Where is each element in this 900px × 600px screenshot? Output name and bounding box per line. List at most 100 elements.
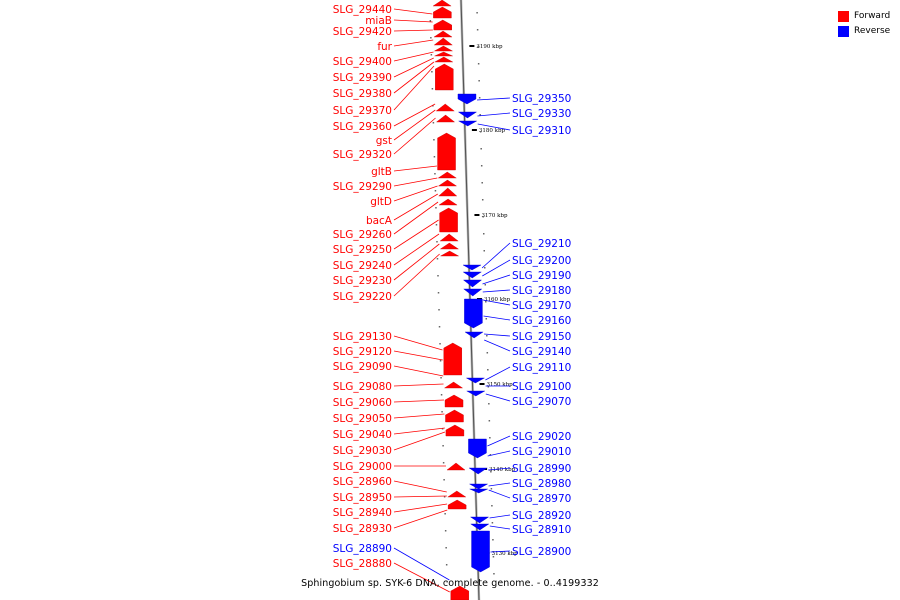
reverse-gene-label[interactable]: SLG_28920: [512, 510, 571, 522]
forward-gene-block[interactable]: [434, 51, 453, 57]
reverse-gene-block[interactable]: [462, 271, 482, 279]
forward-gene-label[interactable]: SLG_28940: [333, 507, 392, 519]
forward-gene-label[interactable]: SLG_29360: [333, 121, 392, 133]
forward-gene-label[interactable]: SLG_29370: [333, 105, 392, 117]
forward-gene-label[interactable]: SLG_29230: [333, 275, 392, 287]
reverse-gene-block[interactable]: [457, 120, 478, 127]
reverse-gene-label[interactable]: SLG_29100: [512, 381, 571, 393]
reverse-gene-block[interactable]: [464, 331, 484, 339]
forward-gene-label[interactable]: SLG_28960: [333, 476, 392, 488]
forward-gene-label[interactable]: SLG_29120: [333, 346, 392, 358]
reverse-gene-label[interactable]: SLG_29190: [512, 270, 571, 282]
forward-gene-label[interactable]: SLG_29440: [333, 4, 392, 16]
forward-gene-block[interactable]: [437, 132, 456, 171]
reverse-gene-label[interactable]: SLG_28980: [512, 478, 571, 490]
forward-gene-label[interactable]: SLG_29420: [333, 26, 392, 38]
forward-gene-label[interactable]: fur: [377, 41, 392, 53]
forward-gene-label[interactable]: bacA: [366, 215, 393, 227]
reverse-gene-label[interactable]: SLG_28970: [512, 493, 571, 505]
forward-gene-label[interactable]: gltD: [370, 196, 392, 208]
reverse-gene-label[interactable]: SLG_29010: [512, 446, 571, 458]
forward-gene-block[interactable]: [432, 0, 452, 7]
forward-gene-block[interactable]: [433, 6, 452, 19]
forward-gene-label[interactable]: SLG_29030: [333, 445, 392, 457]
reverse-gene-label[interactable]: SLG_28990: [512, 463, 571, 475]
forward-gene-block[interactable]: [450, 585, 469, 600]
reverse-gene-label[interactable]: SLG_29180: [512, 285, 571, 297]
forward-gene-block[interactable]: [435, 114, 456, 123]
forward-gene-label[interactable]: gst: [376, 135, 392, 147]
forward-gene-block[interactable]: [437, 179, 458, 187]
reverse-gene-block[interactable]: [466, 390, 486, 397]
forward-gene-label[interactable]: SLG_29240: [333, 260, 392, 272]
forward-gene-block[interactable]: [438, 187, 458, 197]
forward-gene-label[interactable]: SLG_29380: [333, 88, 392, 100]
reverse-gene-label[interactable]: SLG_28890: [333, 543, 392, 555]
reverse-gene-block[interactable]: [469, 488, 488, 494]
reverse-gene-label[interactable]: SLG_29110: [512, 362, 571, 374]
forward-gene-label[interactable]: SLG_29080: [333, 381, 392, 393]
reverse-gene-block[interactable]: [465, 377, 486, 384]
forward-gene-label[interactable]: SLG_29320: [333, 149, 392, 161]
forward-gene-block[interactable]: [445, 424, 465, 437]
forward-gene-block[interactable]: [433, 37, 453, 46]
forward-gene-label[interactable]: SLG_28880: [333, 558, 392, 570]
reverse-gene-block[interactable]: [462, 279, 483, 288]
reverse-gene-label[interactable]: SLG_29150: [512, 331, 571, 343]
reverse-gene-block[interactable]: [462, 264, 482, 271]
reverse-gene-block[interactable]: [457, 93, 477, 105]
forward-gene-block[interactable]: [437, 171, 457, 179]
forward-gene-label[interactable]: SLG_29290: [333, 181, 392, 193]
forward-gene-block[interactable]: [444, 394, 464, 408]
forward-gene-block[interactable]: [439, 250, 460, 257]
reverse-gene-label[interactable]: SLG_29210: [512, 238, 571, 250]
forward-gene-label[interactable]: SLG_29090: [333, 361, 392, 373]
reverse-gene-block[interactable]: [457, 111, 478, 119]
reverse-gene-block[interactable]: [464, 298, 483, 329]
forward-gene-label[interactable]: SLG_28950: [333, 492, 392, 504]
reverse-gene-label[interactable]: SLG_29160: [512, 315, 571, 327]
forward-gene-block[interactable]: [434, 56, 454, 63]
forward-gene-block[interactable]: [446, 462, 466, 471]
reverse-gene-label[interactable]: SLG_29140: [512, 346, 571, 358]
forward-gene-block[interactable]: [433, 30, 453, 38]
forward-gene-block[interactable]: [443, 381, 464, 389]
forward-gene-block[interactable]: [435, 103, 455, 112]
forward-gene-label[interactable]: SLG_29260: [333, 229, 392, 241]
forward-gene-block[interactable]: [438, 198, 458, 206]
forward-gene-block[interactable]: [439, 242, 460, 250]
reverse-gene-block[interactable]: [468, 438, 487, 459]
forward-gene-block[interactable]: [447, 490, 467, 498]
reverse-gene-label[interactable]: SLG_28900: [512, 546, 571, 558]
reverse-gene-block[interactable]: [468, 483, 489, 490]
forward-gene-label[interactable]: SLG_28930: [333, 523, 392, 535]
forward-gene-label[interactable]: SLG_29050: [333, 413, 392, 425]
reverse-gene-label[interactable]: SLG_29070: [512, 396, 571, 408]
reverse-gene-block[interactable]: [471, 530, 490, 573]
reverse-gene-label[interactable]: SLG_29350: [512, 93, 571, 105]
forward-gene-block[interactable]: [435, 63, 454, 91]
forward-gene-block[interactable]: [433, 45, 454, 52]
forward-gene-block[interactable]: [443, 342, 462, 376]
reverse-gene-block[interactable]: [463, 288, 483, 297]
forward-gene-label[interactable]: miaB: [365, 15, 392, 27]
forward-gene-label[interactable]: gltB: [371, 166, 392, 178]
reverse-gene-label[interactable]: SLG_29020: [512, 431, 571, 443]
forward-gene-label[interactable]: SLG_29060: [333, 397, 392, 409]
forward-gene-label[interactable]: SLG_29250: [333, 244, 392, 256]
reverse-gene-block[interactable]: [469, 516, 490, 524]
reverse-gene-label[interactable]: SLG_29170: [512, 300, 571, 312]
forward-gene-label[interactable]: SLG_29220: [333, 291, 392, 303]
reverse-gene-label[interactable]: SLG_29330: [512, 108, 571, 120]
forward-gene-block[interactable]: [447, 499, 467, 510]
forward-gene-label[interactable]: SLG_29400: [333, 56, 392, 68]
reverse-gene-label[interactable]: SLG_29310: [512, 125, 571, 137]
forward-gene-label[interactable]: SLG_29040: [333, 429, 392, 441]
forward-gene-block[interactable]: [445, 409, 464, 423]
reverse-gene-block[interactable]: [470, 523, 490, 531]
reverse-gene-label[interactable]: SLG_29200: [512, 255, 571, 267]
forward-gene-label[interactable]: SLG_29390: [333, 72, 392, 84]
reverse-gene-block[interactable]: [468, 467, 488, 475]
forward-gene-block[interactable]: [439, 207, 458, 233]
reverse-gene-label[interactable]: SLG_28910: [512, 524, 571, 536]
